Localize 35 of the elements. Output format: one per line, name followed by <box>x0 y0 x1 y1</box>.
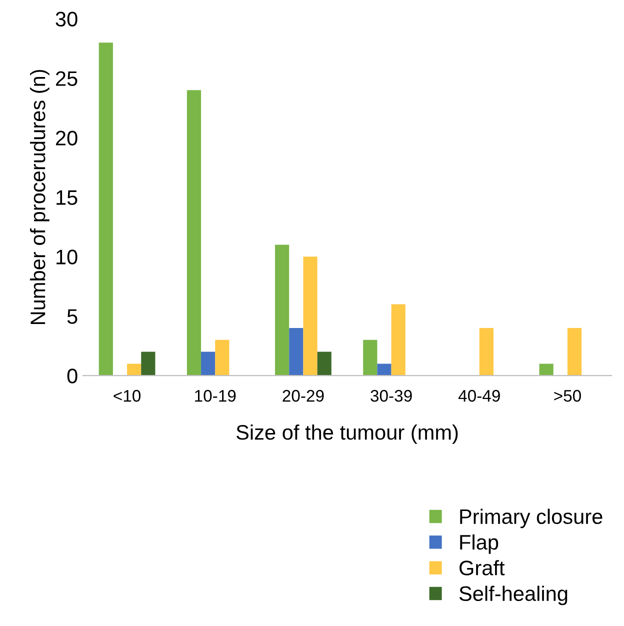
x-axis-title: Size of the tumour (mm) <box>236 424 458 444</box>
bar <box>141 352 156 376</box>
bar <box>127 364 142 376</box>
y-tick-label: 10 <box>56 250 78 264</box>
bar <box>377 364 392 376</box>
x-tick-label: 10-19 <box>195 390 236 402</box>
bar <box>303 256 318 376</box>
y-tick-label: 0 <box>67 368 78 384</box>
x-tick-label: >50 <box>554 390 581 402</box>
bar <box>567 328 582 376</box>
bar <box>98 42 113 376</box>
y-tick-label: 15 <box>56 190 78 205</box>
bar <box>479 328 494 376</box>
y-tick-label: 30 <box>56 12 78 27</box>
bar <box>201 352 216 376</box>
x-tick-label: 30-39 <box>370 390 412 402</box>
bar <box>186 90 202 376</box>
y-tick-label: 20 <box>56 130 78 146</box>
legend-label: Self-healing <box>459 586 568 606</box>
x-tick-label: 20-29 <box>282 390 324 402</box>
bar <box>539 364 554 376</box>
x-tick-label: 40-49 <box>458 390 500 402</box>
bar <box>391 304 406 376</box>
legend-label: Graft <box>460 560 505 576</box>
bar <box>317 352 332 376</box>
x-tick-label: <10 <box>114 390 141 402</box>
bar <box>215 340 230 376</box>
bar <box>363 340 378 376</box>
y-tick-label: 5 <box>67 309 78 324</box>
legend-label: Flap <box>460 534 498 554</box>
legend-label: Primary closure <box>460 508 602 528</box>
y-tick-label: 25 <box>56 71 78 86</box>
y-axis-title: Number of procerudures (n) <box>30 70 50 324</box>
bar <box>289 328 304 376</box>
bar <box>275 244 290 376</box>
